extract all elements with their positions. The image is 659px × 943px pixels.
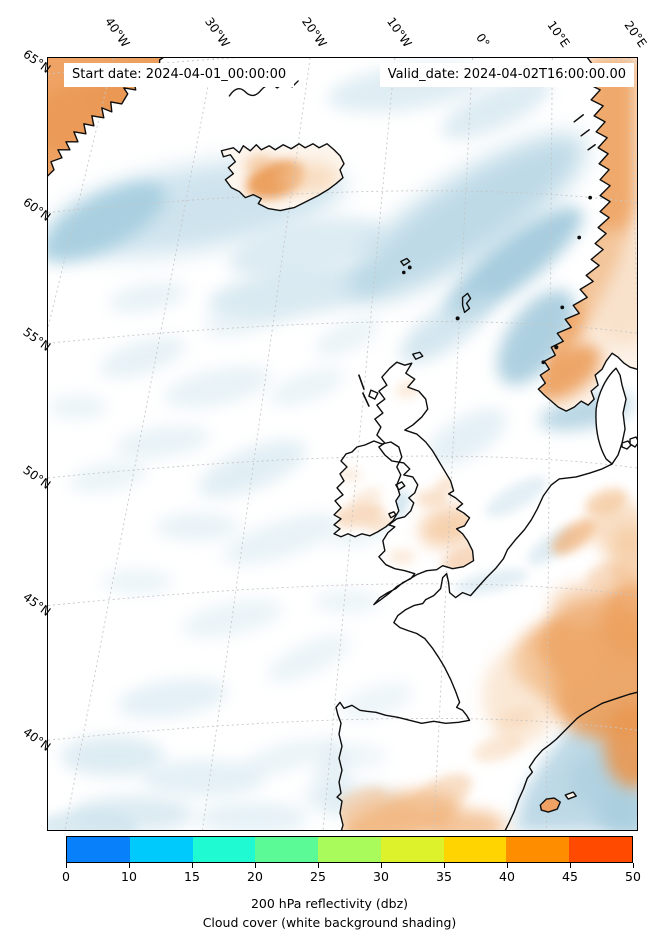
map-plot <box>48 58 637 830</box>
colorbar-tick <box>444 863 446 868</box>
colorbar-tick <box>192 863 194 868</box>
colorbar-tick-label: 30 <box>373 869 389 884</box>
colorbar-segment <box>443 837 507 862</box>
lon-tick-label: 20°E <box>621 18 650 50</box>
lon-tick-label: 10°E <box>544 18 573 50</box>
colorbar-segment <box>192 837 256 862</box>
colorbar-tick-label: 20 <box>247 869 263 884</box>
graticule <box>48 58 637 830</box>
colorbar-segment <box>255 837 319 862</box>
colorbar-tick <box>255 863 257 868</box>
colorbar-tick <box>633 863 635 868</box>
colorbar-tick <box>129 863 131 868</box>
lon-tick-label: 40°W <box>101 14 133 50</box>
colorbar-segment <box>380 837 444 862</box>
colorbar-tick <box>381 863 383 868</box>
colorbar-subtitle: Cloud cover (white background shading) <box>202 915 457 930</box>
colorbar-tick <box>507 863 509 868</box>
colorbar-segment <box>129 837 193 862</box>
colorbar-tick-label: 45 <box>562 869 578 884</box>
colorbar <box>66 836 633 863</box>
coastlines <box>48 58 637 830</box>
colorbar-tick-label: 40 <box>499 869 515 884</box>
lon-tick-label: 0° <box>473 30 493 50</box>
colorbar-segment <box>569 837 633 862</box>
lon-tick-label: 10°W <box>383 14 415 50</box>
colorbar-tick-label: 0 <box>62 869 70 884</box>
map-axes: Start date: 2024-04-01_00:00:00 Valid_da… <box>47 57 638 831</box>
colorbar-tick <box>570 863 572 868</box>
colorbar-tick-label: 10 <box>121 869 137 884</box>
start-date-label: Start date: 2024-04-01_00:00:00 <box>64 63 295 87</box>
colorbar-segment <box>318 837 381 862</box>
colorbar-tick <box>66 863 68 868</box>
colorbar-tick-label: 35 <box>436 869 452 884</box>
lon-tick-label: 20°W <box>298 14 330 50</box>
valid-date-label: Valid_date: 2024-04-02T16:00:00.00 <box>379 63 634 87</box>
colorbar-tick-label: 15 <box>184 869 200 884</box>
colorbar-tick-label: 50 <box>625 869 641 884</box>
lon-tick-label: 30°W <box>201 14 233 50</box>
colorbar-segment <box>506 837 570 862</box>
colorbar-title: 200 hPa reflectivity (dbz) <box>250 896 409 911</box>
colorbar-tick <box>318 863 320 868</box>
colorbar-segment <box>67 837 130 862</box>
colorbar-tick-label: 25 <box>310 869 326 884</box>
